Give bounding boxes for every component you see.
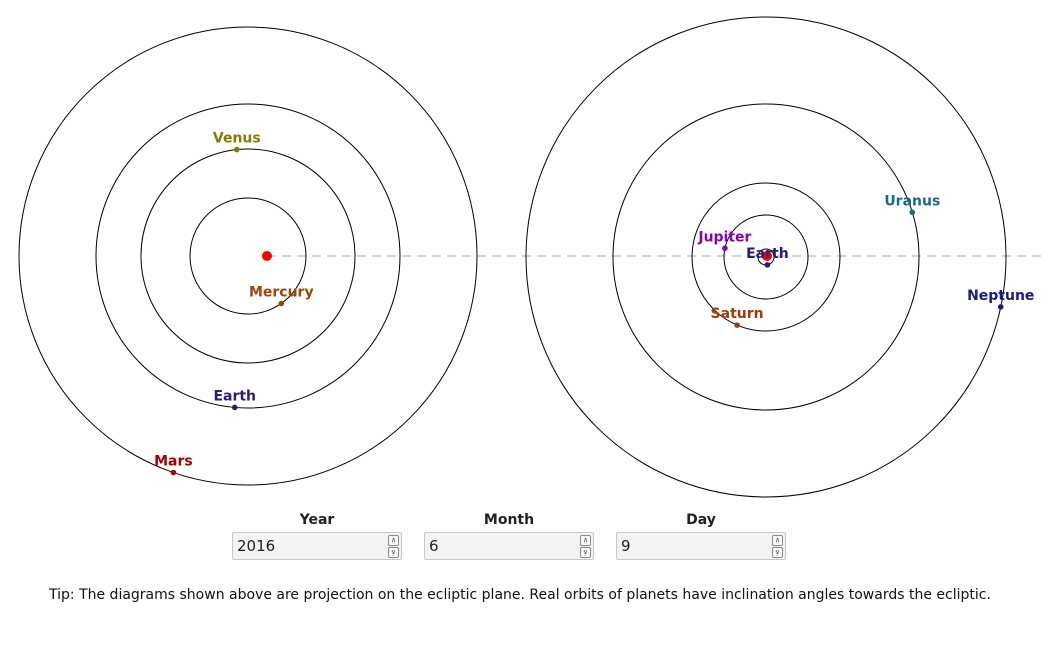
planet-label-neptune: Neptune (967, 288, 1034, 304)
month-label: Month (483, 512, 535, 528)
month-decrement-icon[interactable]: ∨ (580, 547, 591, 558)
day-label: Day (686, 512, 716, 528)
planet-label-uranus: Uranus (884, 193, 940, 209)
year-label: Year (299, 512, 335, 528)
planet-jupiter (722, 245, 728, 252)
inner-planets-diagram: Mercury Venus Earth Mars (18, 26, 478, 486)
orbit-earth (95, 103, 401, 409)
planet-label-venus: Venus (213, 131, 261, 147)
planet-earth (764, 262, 771, 268)
planet-neptune (997, 304, 1004, 310)
orbit-mars (18, 26, 478, 486)
sun-marker (262, 251, 272, 261)
year-decrement-icon[interactable]: ∨ (388, 547, 399, 558)
year-increment-icon[interactable]: ∧ (388, 535, 399, 546)
month-increment-icon[interactable]: ∧ (580, 535, 591, 546)
planet-saturn (734, 322, 740, 328)
month-input[interactable] (425, 533, 575, 559)
day-spinbox[interactable]: ∧ ∨ (616, 532, 786, 560)
orbit-mercury (189, 197, 307, 315)
planet-uranus (909, 209, 916, 216)
planet-label-earth: Earth (746, 246, 789, 262)
day-input[interactable] (617, 533, 767, 559)
day-increment-icon[interactable]: ∧ (772, 535, 783, 546)
day-control: Day ∧ ∨ (616, 510, 786, 560)
sun-marker (762, 251, 772, 261)
month-control: Month ∧ ∨ (424, 510, 594, 560)
planet-label-saturn: Saturn (711, 306, 764, 322)
year-control: Year ∧ ∨ (232, 510, 402, 560)
planet-label-earth: Earth (213, 388, 256, 404)
planet-mars (170, 469, 177, 476)
planet-label-jupiter: Jupiter (697, 229, 751, 245)
year-spinbox[interactable]: ∧ ∨ (232, 532, 402, 560)
planet-venus (234, 146, 240, 153)
orbit-saturn (691, 182, 841, 332)
day-decrement-icon[interactable]: ∨ (772, 547, 783, 558)
orbit-venus (140, 148, 356, 364)
orbit-jupiter (723, 214, 809, 300)
orbit-uranus (612, 103, 920, 411)
planet-mercury (278, 300, 285, 307)
tip-text: Tip: The diagrams shown above are projec… (49, 587, 991, 603)
planet-label-mars: Mars (154, 454, 193, 470)
planet-label-mercury: Mercury (249, 285, 314, 301)
month-spinbox[interactable]: ∧ ∨ (424, 532, 594, 560)
planet-earth (231, 404, 238, 411)
orbit-neptune (525, 16, 1007, 498)
year-input[interactable] (233, 533, 383, 559)
